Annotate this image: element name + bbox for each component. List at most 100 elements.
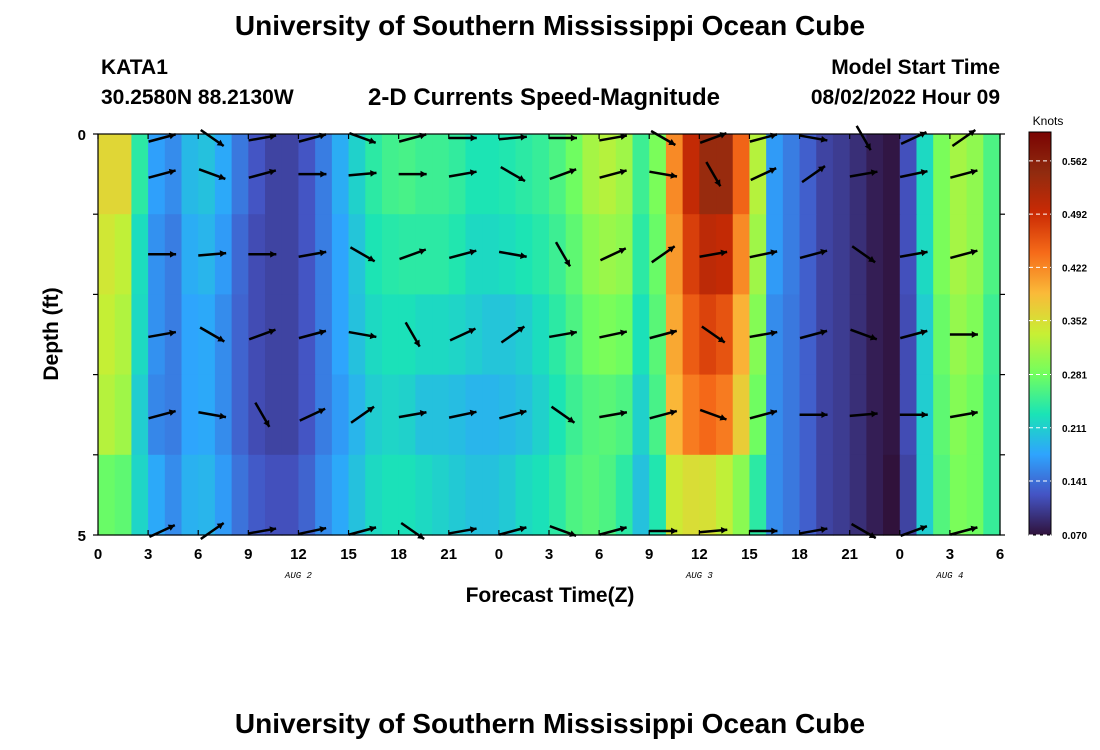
x-tick-label: 0 [94,546,102,563]
heatmap-cell [849,214,867,295]
current-arrow [298,170,327,178]
current-arrow [248,526,277,535]
current-arrows [148,125,978,541]
heatmap-cell [983,214,1001,295]
heatmap-cell [498,134,517,215]
heatmap-cell [331,454,350,536]
heatmap-cell [832,294,851,376]
heatmap-cell [432,134,450,215]
x-tick-label: 6 [595,546,603,563]
current-arrow [650,129,676,147]
heatmap-cell [231,214,249,295]
x-tick-label: 18 [390,546,407,563]
heatmap-cell [365,294,383,376]
heatmap-cell [699,454,717,536]
current-arrow [599,410,628,419]
heatmap-cell [331,374,350,456]
heatmap-cell [549,214,567,295]
heatmap-cell [381,374,400,456]
current-arrow [550,405,576,424]
colorbar-tick-label: 0.281 [1062,371,1087,382]
heatmap-cell [883,374,901,456]
heatmap-cell [515,294,533,376]
heatmap-cell [799,454,817,536]
heatmap-cell [732,214,751,295]
current-arrow [198,168,226,181]
heatmap-cell [966,374,984,456]
heatmap-cell [465,134,483,215]
heatmap-cell [432,454,450,536]
heatmap-cell [816,134,834,215]
y-tick-label: 5 [78,528,86,545]
heatmap-cell [899,454,918,536]
current-arrow [900,525,928,537]
heatmap-cell [732,374,751,456]
heatmap-cell [649,454,667,536]
heatmap-cell [214,374,233,456]
heatmap-cell [482,294,500,376]
heatmap-cell [716,134,734,215]
heatmap-cell [916,134,934,215]
heatmap-cell [883,214,901,295]
heatmap-cell [181,454,199,536]
heatmap-cell [632,134,650,215]
current-arrow [649,329,678,340]
heatmap-cell [448,294,467,376]
heatmap-cell [248,294,266,376]
heatmap-cell [164,454,183,536]
heatmap-cell [315,374,333,456]
colorbar-tick-label: 0.492 [1062,210,1087,221]
heatmap-cell [415,454,433,536]
heatmap-cell [699,374,717,456]
heatmap-cell [214,134,233,215]
current-arrow [951,128,977,148]
heatmap-cell [315,454,333,536]
current-arrow [198,411,227,420]
heatmap-cell [615,374,634,456]
colorbar-tick-label: 0.352 [1062,317,1087,328]
heatmap-cell [198,134,216,215]
x-tick-label: 21 [440,546,457,563]
footer-title: University of Southern Mississippi Ocean… [234,708,866,739]
heatmap-cell [649,214,667,295]
heatmap-cell [883,294,901,376]
heatmap-cell [482,374,500,456]
heatmap-cell [565,214,584,295]
current-arrow [500,166,526,183]
current-arrow [950,525,978,536]
heatmap-cell [198,294,216,376]
x-ticks: 0 3 6 9 12 15 18 21 0 3 6 9 12 15 18 21 0 3 6 [94,134,1004,563]
current-arrow [348,132,377,144]
colorbar-gradient [1028,131,1052,536]
current-arrow [348,525,377,536]
model-start-label: Model Start Time [831,56,1000,79]
heatmap-cell [699,294,717,376]
heatmap-cell [281,214,300,295]
heatmap-cell [832,374,851,456]
heatmap-cell [465,374,483,456]
heatmap-cell [832,454,851,536]
heatmap-cell [816,454,834,536]
heatmap-cell [398,294,416,376]
heatmap-cell [465,454,483,536]
current-arrow [699,249,728,258]
heatmap-cell [799,134,817,215]
heatmap-cell [983,134,1001,215]
heatmap-cell [582,454,600,536]
chart-subtitle: 2-D Currents Speed-Magnitude [368,84,721,111]
x-tick-label: 3 [545,546,553,563]
heatmap-cell [331,134,350,215]
heatmap-cell [866,294,884,376]
current-arrow [699,408,727,421]
current-arrow [148,409,176,420]
current-arrow [949,410,978,419]
heatmap-cell [482,134,500,215]
heatmap-cell [248,454,266,536]
day-label: AUG 4 [935,571,963,581]
station-coordinates: 30.2580N 88.2130W [101,86,294,109]
heatmap-cell [682,134,700,215]
heatmap-cell [782,374,801,456]
heatmap-cell [265,294,283,376]
current-arrow [348,170,377,177]
heatmap-cell [231,374,249,456]
